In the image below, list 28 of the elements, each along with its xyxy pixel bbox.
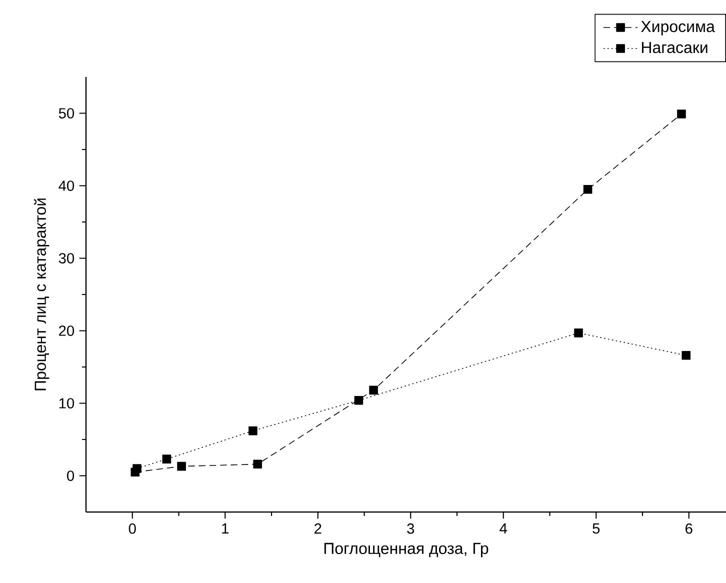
legend-label: Хиросима [641, 21, 715, 36]
y-tick-label: 0 [67, 470, 74, 481]
y-tick-label: 50 [58, 108, 74, 118]
point [253, 460, 262, 469]
x-tick-label: 2 [314, 523, 322, 534]
point [677, 110, 686, 118]
x-tick-label: 0 [128, 523, 136, 534]
point [354, 396, 364, 405]
point [248, 426, 258, 436]
x-tick-label: 6 [686, 523, 692, 534]
y-axis-title: Процент лиц с катарактой [34, 198, 50, 390]
point [177, 462, 186, 471]
x-tick-label: 1 [222, 523, 228, 534]
y-tick-label: 30 [58, 253, 74, 264]
point [132, 464, 142, 473]
x-tick-label: 5 [592, 523, 600, 534]
point [574, 328, 583, 338]
y-tick-label: 40 [58, 180, 74, 191]
point [682, 351, 691, 360]
y-tick-label: 10 [59, 398, 74, 408]
point [162, 454, 172, 464]
y-tick-label: 20 [59, 326, 74, 336]
x-tick-label: 3 [407, 523, 414, 534]
point [583, 184, 592, 194]
point [369, 386, 378, 395]
x-tick-label: 4 [500, 523, 508, 534]
legend-label: Нагасаки [642, 42, 708, 54]
x-axis-title: Поглощенная доза, Гр [324, 542, 488, 558]
